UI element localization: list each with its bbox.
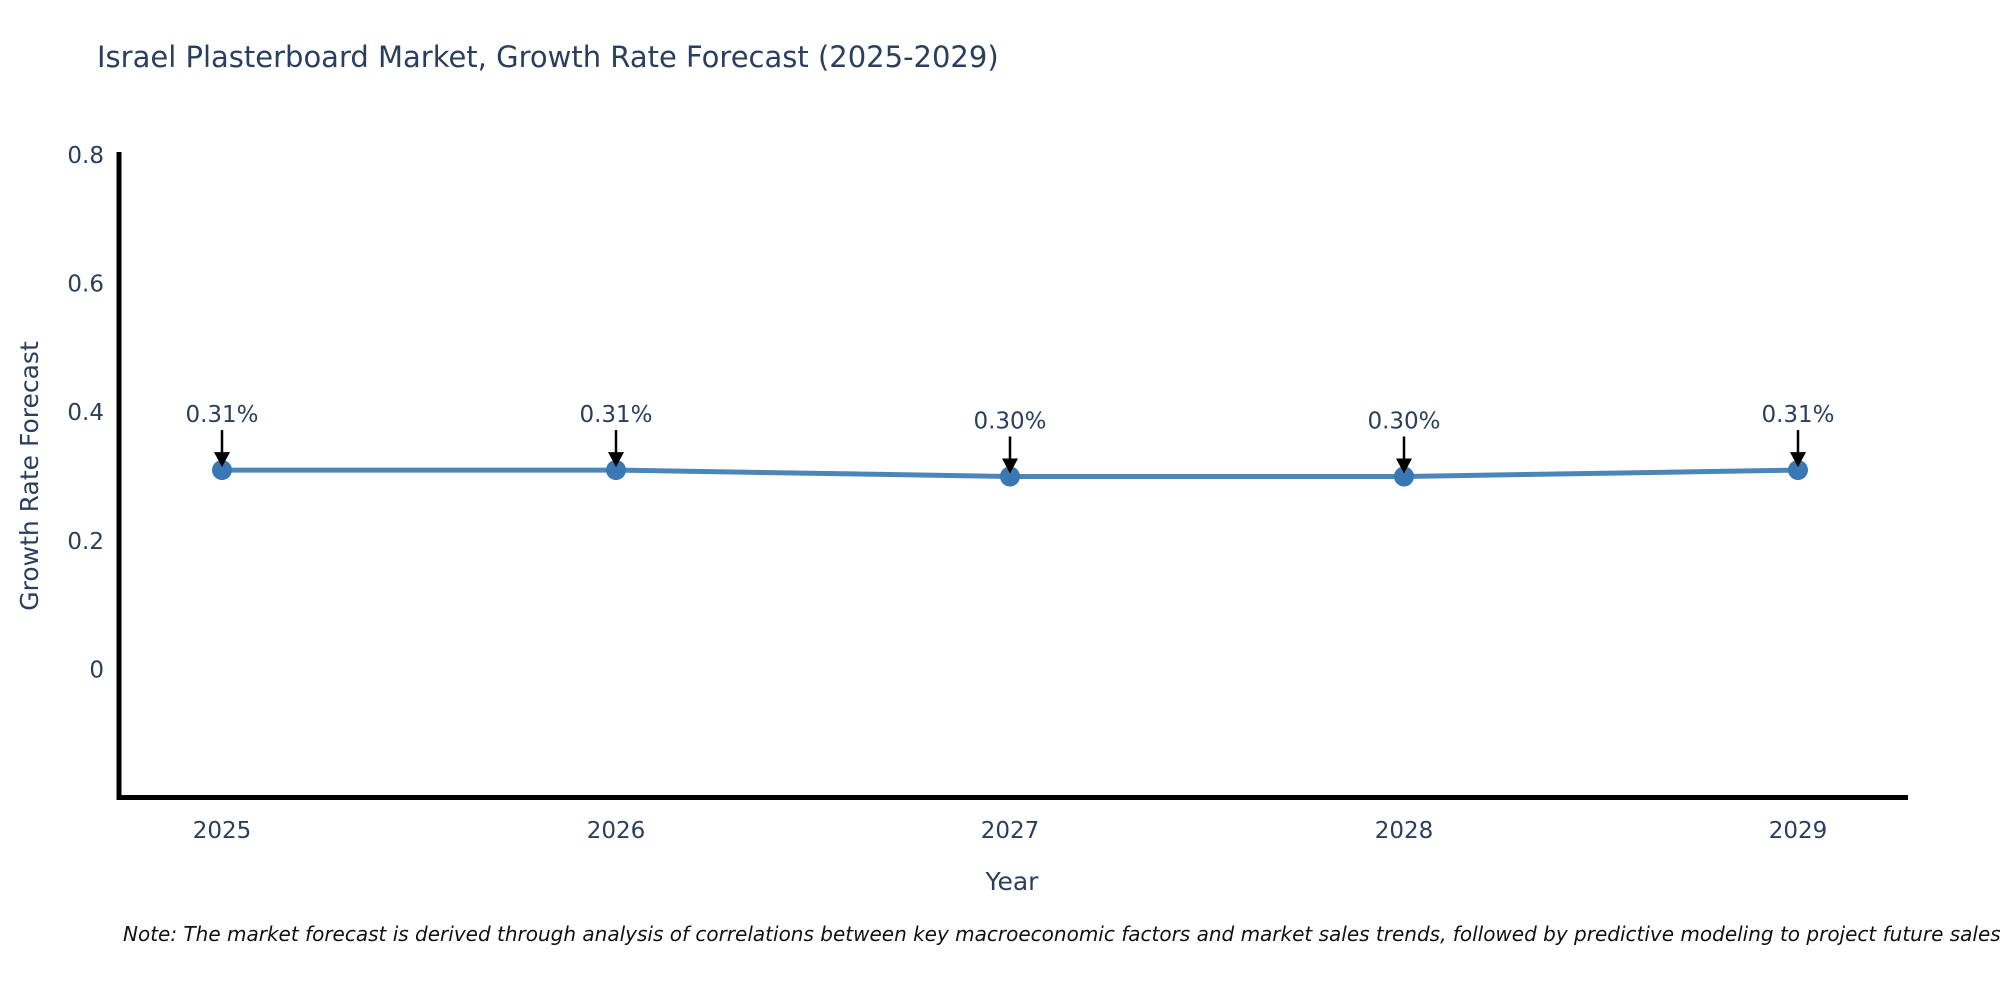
annotation-arrowhead: [1396, 458, 1412, 474]
x-tick-label: 2027: [981, 818, 1040, 844]
x-tick-label: 2026: [587, 818, 646, 844]
y-tick-label: 0: [89, 657, 104, 683]
data-point: [1788, 460, 1808, 481]
chart-title: Israel Plasterboard Market, Growth Rate …: [97, 40, 999, 74]
point-value-label: 0.31%: [579, 402, 652, 428]
point-value-label: 0.30%: [1367, 409, 1440, 435]
growth-rate-line-chart: Growth Rate Forecast Year 0 0.2 0.4 0.6 0.8 2…: [15, 143, 1908, 896]
y-axis-title: Growth Rate Forecast: [15, 341, 44, 611]
annotation-arrowhead: [608, 452, 624, 468]
x-tick-label: 2029: [1769, 818, 1828, 844]
plot-area: 0 0.2 0.4 0.6 0.8 2025 2026 2027 2028 2029 0.31% 0.…: [67, 143, 1834, 844]
x-tick-label: 2028: [1375, 818, 1434, 844]
y-tick-label: 0.8: [67, 143, 104, 169]
x-tick-label: 2025: [193, 818, 252, 844]
y-tick-label: 0.4: [67, 400, 104, 426]
annotation-arrowhead: [214, 452, 230, 468]
point-value-label: 0.30%: [973, 409, 1046, 435]
point-value-label: 0.31%: [185, 402, 258, 428]
x-axis-title: Year: [985, 867, 1040, 896]
data-point: [1394, 466, 1414, 487]
data-point: [606, 460, 626, 481]
annotation-arrowhead: [1002, 458, 1018, 474]
footnote: Note: The market forecast is derived thr…: [123, 922, 2000, 946]
y-tick-label: 0.2: [67, 529, 104, 555]
annotation-arrowhead: [1790, 452, 1806, 468]
y-tick-label: 0.6: [67, 272, 104, 298]
data-point: [212, 460, 232, 481]
data-point: [1000, 466, 1020, 487]
point-value-label: 0.31%: [1761, 402, 1834, 428]
